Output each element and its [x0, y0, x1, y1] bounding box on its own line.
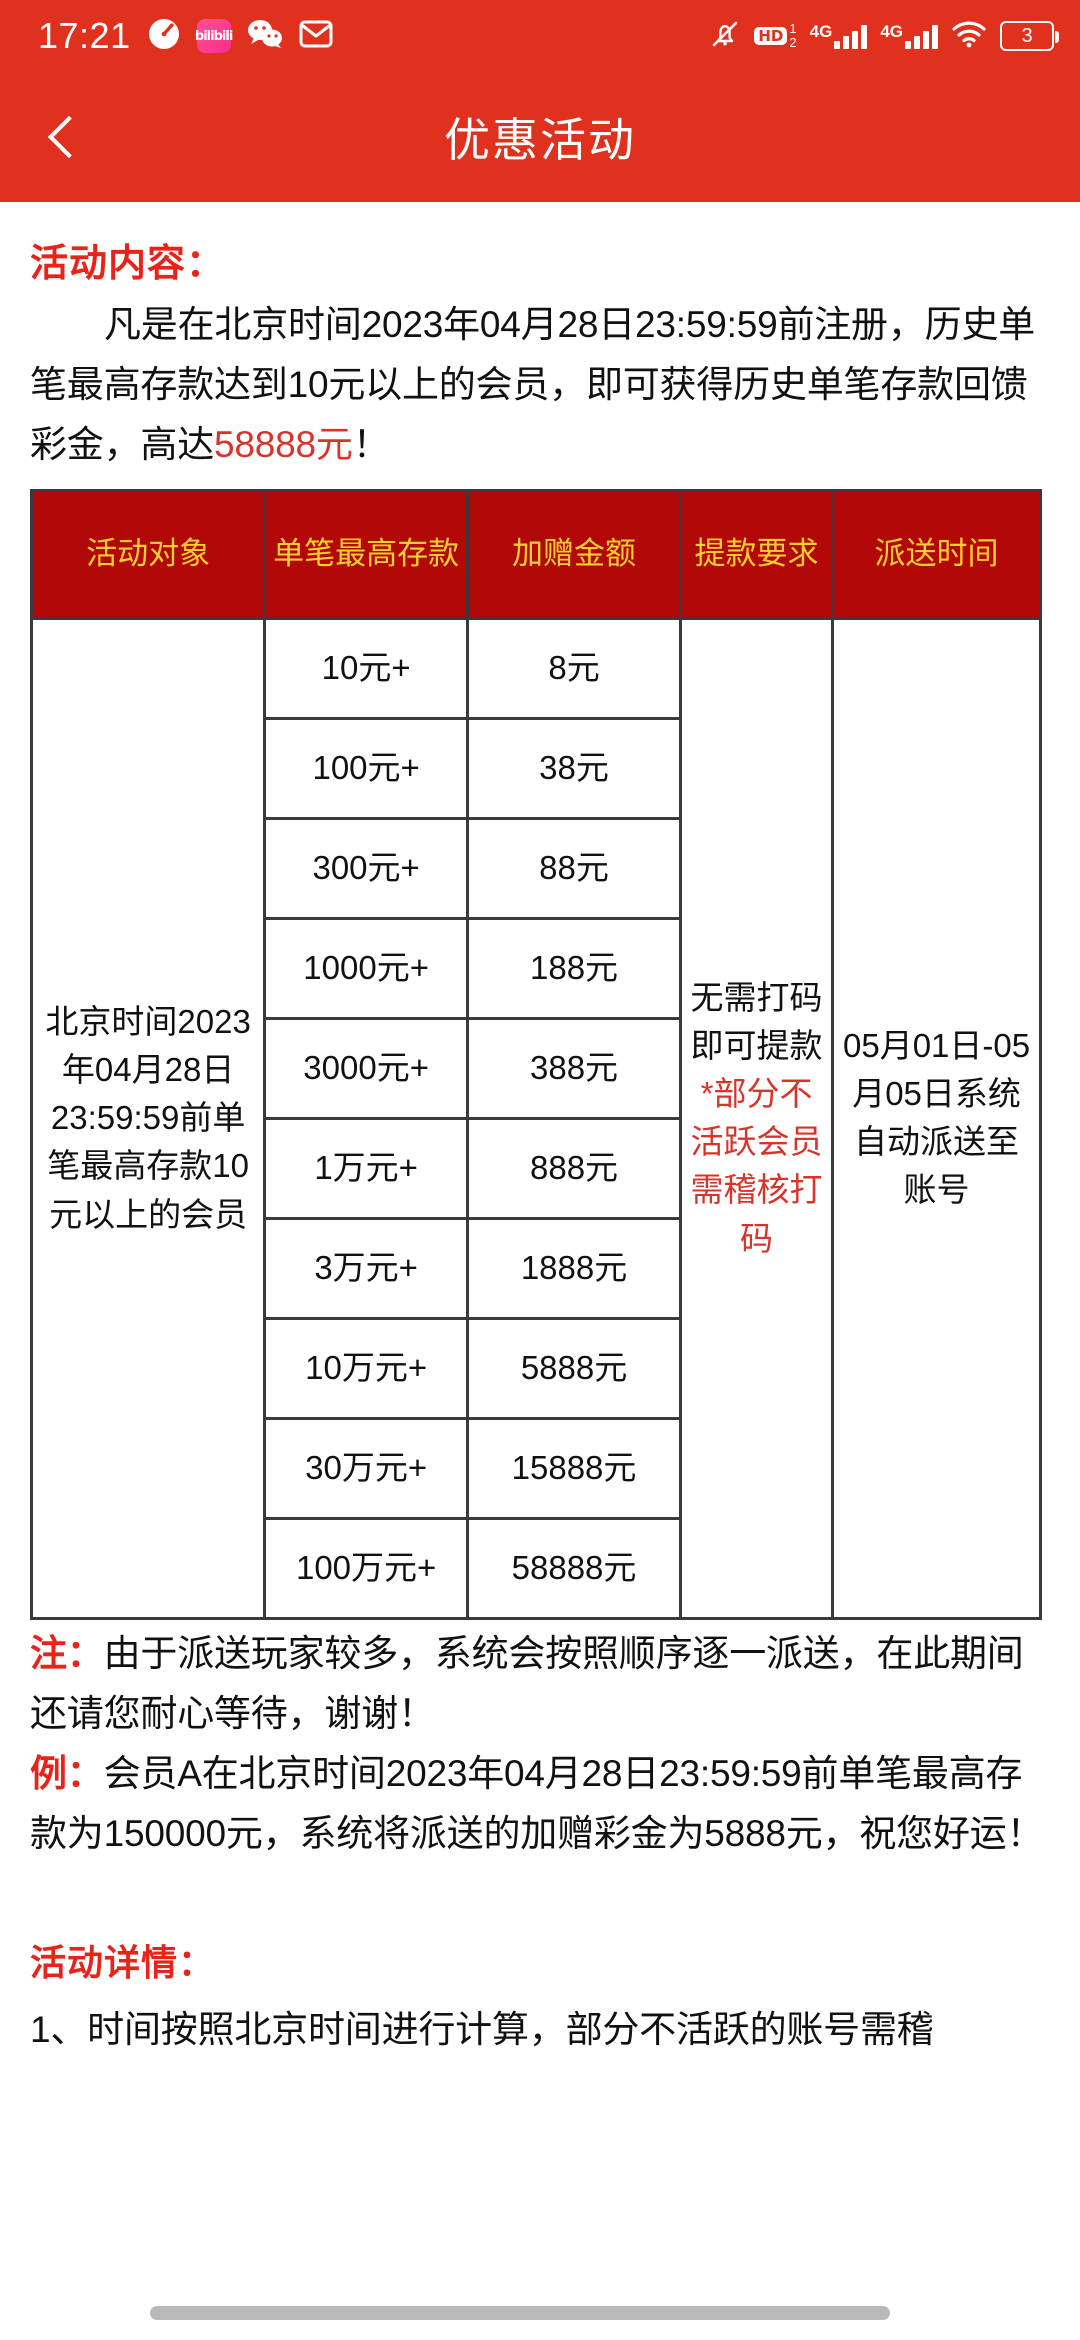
bilibili-icon: bilibili [195, 19, 233, 53]
status-bar-clock: 17:21 [38, 15, 131, 56]
cell-bonus: 38元 [466, 716, 682, 820]
cell-deposit: 10元+ [263, 616, 470, 720]
cell-bonus: 5888元 [466, 1316, 682, 1420]
withdraw-requirement-black: 无需打码即可提款 [690, 978, 823, 1064]
cell-deposit: 100元+ [263, 716, 470, 820]
speedometer-icon [147, 17, 181, 56]
cell-deposit: 30万元+ [263, 1416, 470, 1520]
table-row: 3万元+ 1888元 [32, 1216, 1041, 1320]
cell-bonus: 88元 [466, 816, 682, 920]
mail-icon [299, 19, 333, 54]
example-body-text: 会员A在北京时间2023年04月28日23:59:59前单笔最高存款为15000… [30, 1752, 1044, 1854]
activity-details-line-1: 1、时间按照北京时间进行计算，部分不活跃的账号需稽 [30, 2008, 934, 2050]
wechat-icon [247, 19, 283, 54]
scroll-indicator[interactable] [150, 2306, 890, 2320]
activity-paragraph-highlight: 58888元 [214, 423, 353, 465]
col-header-bonus-amount: 加赠金额 [466, 488, 682, 620]
activity-content-paragraph: 凡是在北京时间2023年04月28日23:59:59前注册，历史单笔最高存款达到… [30, 295, 1050, 475]
example-tag-label: 例： [30, 1752, 104, 1794]
back-button[interactable] [28, 100, 102, 174]
promo-table-head: 活动对象 单笔最高存款 加赠金额 提款要求 派送时间 [29, 488, 1042, 620]
table-row: 100万元+ 58888元 [32, 1516, 1041, 1620]
hd-volte-icon: HD 1 2 [754, 21, 797, 50]
net-label-1: 4G [809, 22, 833, 41]
table-row: 10万元+ 5888元 [32, 1316, 1041, 1420]
table-row: 100元+ 38元 [32, 716, 1041, 820]
cell-bonus: 15888元 [466, 1416, 682, 1520]
cell-deposit: 3万元+ [263, 1216, 470, 1320]
cell-bonus: 58888元 [466, 1516, 682, 1620]
hd-sup-label: 1 [789, 21, 797, 37]
page-title: 优惠活动 [444, 114, 636, 166]
promo-table-body: 北京时间2023年04月28日23:59:59前单笔最高存款10元以上的会员 1… [29, 616, 1042, 1620]
cell-bonus: 388元 [466, 1016, 682, 1120]
note-body-text: 由于派送玩家较多，系统会按照顺序逐一派送，在此期间还请您耐心等待，谢谢！ [30, 1632, 1024, 1734]
notes-section: 注：由于派送玩家较多，系统会按照顺序逐一派送，在此期间还请您耐心等待，谢谢！ 例… [30, 1624, 1050, 1864]
chevron-left-icon [47, 115, 91, 159]
activity-content-heading: 活动内容： [30, 243, 226, 285]
cell-bonus: 8元 [466, 616, 682, 720]
hd-sub-label: 2 [789, 35, 797, 50]
example-paragraph: 例：会员A在北京时间2023年04月28日23:59:59前单笔最高存款为150… [30, 1744, 1050, 1864]
cell-deposit: 300元+ [263, 816, 470, 920]
table-row: 1万元+ 888元 [32, 1116, 1041, 1220]
battery-icon: 3 [1000, 21, 1059, 51]
cell-deposit: 1万元+ [263, 1116, 470, 1220]
cell-activity-target: 北京时间2023年04月28日23:59:59前单笔最高存款10元以上的会员 [29, 616, 267, 1620]
promo-table: 活动对象 单笔最高存款 加赠金额 提款要求 派送时间 北京时间2023年04月2… [29, 488, 1042, 1620]
table-row: 1000元+ 188元 [32, 916, 1041, 1020]
cell-deposit: 1000元+ [263, 916, 470, 1020]
wifi-icon [951, 20, 987, 53]
cell-withdraw-requirement: 无需打码即可提款 *部分不活跃会员需稽核打码 [678, 616, 835, 1620]
col-header-activity-target: 活动对象 [29, 488, 267, 620]
status-bar-left: 17:21 bilibili [38, 17, 333, 56]
cell-deposit: 3000元+ [263, 1016, 470, 1120]
section-spacer [30, 1864, 1050, 1934]
cell-bonus: 888元 [466, 1116, 682, 1220]
app-bar: 优惠活动 [0, 72, 1080, 202]
col-header-withdraw-requirement: 提款要求 [678, 488, 835, 620]
table-header-row: 活动对象 单笔最高存款 加赠金额 提款要求 派送时间 [29, 488, 1042, 620]
cell-bonus: 188元 [466, 916, 682, 1020]
activity-paragraph-suffix: ！ [352, 423, 390, 465]
note-tag-label: 注： [30, 1632, 104, 1674]
col-header-delivery-time: 派送时间 [831, 488, 1042, 620]
activity-details-heading: 活动详情： [30, 1941, 216, 1983]
net-label-2: 4G [880, 22, 903, 41]
col-header-max-deposit: 单笔最高存款 [263, 488, 470, 620]
table-row: 3000元+ 388元 [32, 1016, 1041, 1120]
cell-bonus: 1888元 [466, 1216, 682, 1320]
cell-deposit: 10万元+ [263, 1316, 470, 1420]
signal-4g-2-icon: 4G [880, 23, 938, 49]
content-area: 活动内容： 凡是在北京时间2023年04月28日23:59:59前注册，历史单笔… [0, 232, 1080, 2059]
withdraw-requirement-red: *部分不活跃会员需稽核打码 [690, 1075, 823, 1257]
activity-paragraph-text: 凡是在北京时间2023年04月28日23:59:59前注册，历史单笔最高存款达到… [30, 304, 1036, 465]
table-row: 300元+ 88元 [32, 816, 1041, 920]
signal-bars-1 [834, 23, 868, 49]
table-row: 30万元+ 15888元 [32, 1416, 1041, 1520]
note-paragraph: 注：由于派送玩家较多，系统会按照顺序逐一派送，在此期间还请您耐心等待，谢谢！ [30, 1624, 1050, 1744]
status-bar-right: HD 1 2 4G 4G 3 [709, 18, 1059, 55]
cell-deposit: 100万元+ [263, 1516, 470, 1620]
status-bar: 17:21 bilibili [0, 0, 1080, 72]
battery-level-label: 3 [1021, 24, 1033, 47]
signal-bars-2 [905, 23, 938, 49]
table-row: 北京时间2023年04月28日23:59:59前单笔最高存款10元以上的会员 1… [29, 616, 1042, 1620]
signal-4g-1-icon: 4G [810, 23, 868, 49]
cell-delivery-time: 05月01日-05月05日系统自动派送至账号 [831, 616, 1042, 1620]
mute-bell-icon [709, 18, 741, 55]
